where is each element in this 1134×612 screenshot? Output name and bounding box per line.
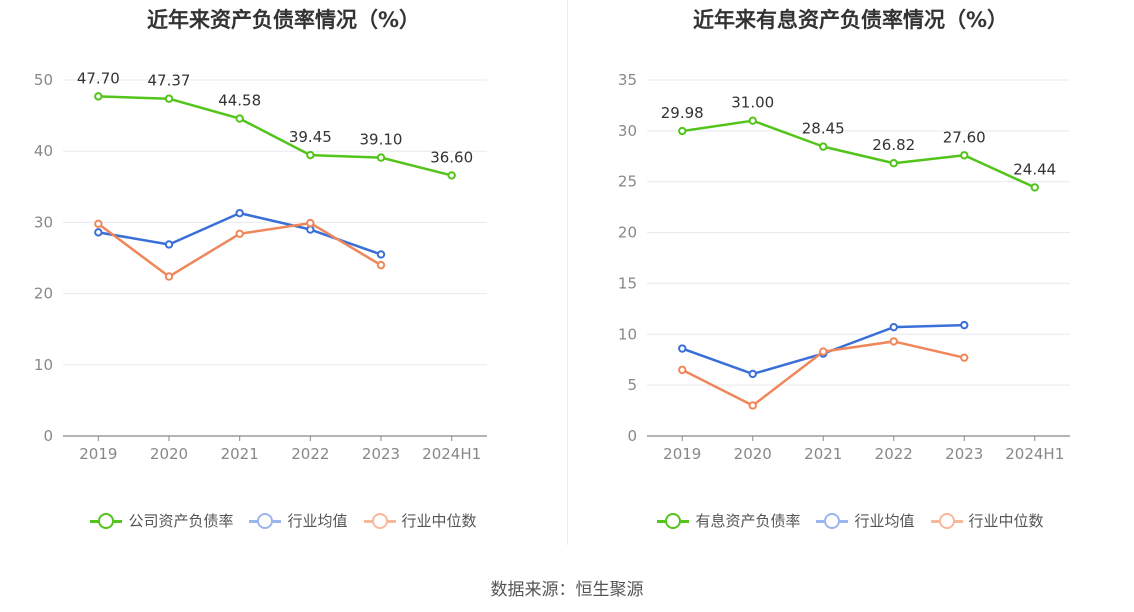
data-point [960, 151, 969, 160]
chart-legend: 有息资产负债率 行业均值 行业中位数 [567, 510, 1134, 531]
y-tick-label: 30 [618, 122, 637, 140]
data-label: 26.82 [872, 136, 915, 154]
data-point [889, 337, 898, 346]
interest-bearing-liability-ratio-chart: 0 5 10 15 20 25 30 35 2019 2020 2021 2022 2023 2024H1… [618, 71, 1070, 463]
x-tick-label: 2024H1 [1005, 445, 1064, 463]
x-tick-label: 2023 [362, 445, 400, 463]
data-point [447, 171, 456, 180]
y-tick-label: 40 [34, 142, 53, 160]
x-tick-label: 2021 [804, 445, 842, 463]
data-point [376, 260, 386, 270]
y-tick-label: 20 [34, 285, 53, 303]
data-point [94, 228, 103, 237]
y-tick-label: 15 [618, 274, 637, 292]
data-point [748, 116, 757, 125]
legend-label: 行业中位数 [968, 512, 1044, 530]
x-tick-label: 2023 [945, 445, 983, 463]
left-chart-panel: 近年来资产负债率情况（%） 0 10 20 30 40 50 2019 2020 2021 202… [0, 0, 567, 560]
legend-line-icon [90, 512, 123, 529]
x-tick-label: 2019 [79, 445, 117, 463]
y-tick-label: 10 [618, 325, 637, 343]
data-point [94, 92, 103, 101]
data-point [678, 126, 687, 136]
data-label: 47.37 [148, 72, 191, 90]
data-point [889, 322, 898, 332]
chart-title: 近年来资产负债率情况（%） [146, 8, 421, 32]
y-tick-label: 5 [627, 376, 637, 394]
data-point [306, 150, 315, 160]
data-source-note: 数据来源：恒生聚源 [490, 580, 644, 600]
data-label: 39.10 [360, 131, 403, 149]
data-point [748, 369, 757, 379]
series-line [98, 95, 452, 177]
x-tick-label: 2021 [221, 445, 259, 463]
data-label: 44.58 [218, 92, 261, 110]
data-point [748, 401, 757, 410]
data-point [235, 208, 244, 218]
data-label: 36.60 [430, 148, 473, 166]
y-tick-label: 30 [34, 213, 53, 231]
x-tick-label: 2019 [663, 445, 701, 463]
data-point [889, 159, 898, 168]
data-point [306, 218, 315, 228]
legend-label: 行业均值 [287, 512, 348, 530]
x-tick-label: 2022 [291, 445, 329, 463]
data-point [678, 365, 687, 375]
right-chart-panel: 近年来有息资产负债率情况（%） 0 5 10 15 20 25 30 35 2019 2020 20… [567, 0, 1134, 560]
data-label: 31.00 [731, 94, 774, 112]
y-tick-label: 25 [618, 173, 637, 191]
data-point [235, 229, 244, 238]
data-label: 39.45 [289, 128, 332, 146]
data-label: 47.70 [77, 69, 120, 87]
legend-line-icon [657, 512, 690, 529]
data-point [164, 94, 174, 103]
data-point [960, 320, 969, 330]
legend-label: 有息资产负债率 [695, 512, 801, 530]
asset-liability-ratio-chart: 0 10 20 30 40 50 2019 2020 2021 2022 2023 2024H1 47.… [34, 69, 487, 463]
legend-item-company[interactable]: 公司资产负债率 [90, 510, 233, 531]
x-tick-label: 2020 [734, 445, 772, 463]
data-point [94, 219, 103, 229]
legend-line-icon [363, 512, 396, 529]
panel-divider [567, 0, 568, 545]
data-point [819, 347, 828, 356]
data-point [678, 344, 687, 353]
legend-line-icon [249, 512, 282, 529]
legend-item-company[interactable]: 有息资产负债率 [657, 510, 800, 531]
y-tick-label: 0 [627, 427, 637, 445]
y-tick-label: 20 [618, 224, 637, 242]
legend-item-industry-mean[interactable]: 行业均值 [816, 510, 915, 531]
x-tick-label: 2020 [150, 445, 188, 463]
data-label: 24.44 [1013, 160, 1056, 178]
data-label: 27.60 [943, 128, 986, 146]
legend-label: 行业中位数 [401, 512, 477, 530]
legend-item-industry-mean[interactable]: 行业均值 [249, 510, 348, 531]
legend-line-icon [930, 512, 963, 529]
legend-line-icon [816, 512, 849, 529]
y-tick-label: 0 [43, 427, 53, 445]
data-point [960, 353, 969, 362]
data-label: 28.45 [802, 120, 845, 138]
data-point [376, 250, 386, 259]
y-tick-label: 35 [618, 71, 637, 89]
y-tick-label: 50 [34, 71, 53, 89]
legend-item-industry-median[interactable]: 行业中位数 [363, 510, 477, 531]
legend-label: 行业均值 [854, 512, 915, 530]
x-tick-label: 2022 [875, 445, 913, 463]
data-point [235, 114, 244, 123]
data-point [376, 153, 386, 162]
data-point [164, 272, 174, 281]
legend-item-industry-median[interactable]: 行业中位数 [930, 510, 1044, 531]
series-line [682, 119, 1036, 189]
chart-title: 近年来有息资产负债率情况（%） [692, 8, 1009, 32]
legend-label: 公司资产负债率 [128, 512, 234, 530]
y-tick-label: 10 [34, 356, 53, 374]
chart-legend: 公司资产负债率 行业均值 行业中位数 [0, 510, 567, 531]
x-tick-label: 2024H1 [422, 445, 481, 463]
data-label: 29.98 [661, 104, 704, 122]
data-point [164, 240, 174, 249]
data-point [1030, 183, 1039, 192]
data-point [819, 142, 828, 151]
